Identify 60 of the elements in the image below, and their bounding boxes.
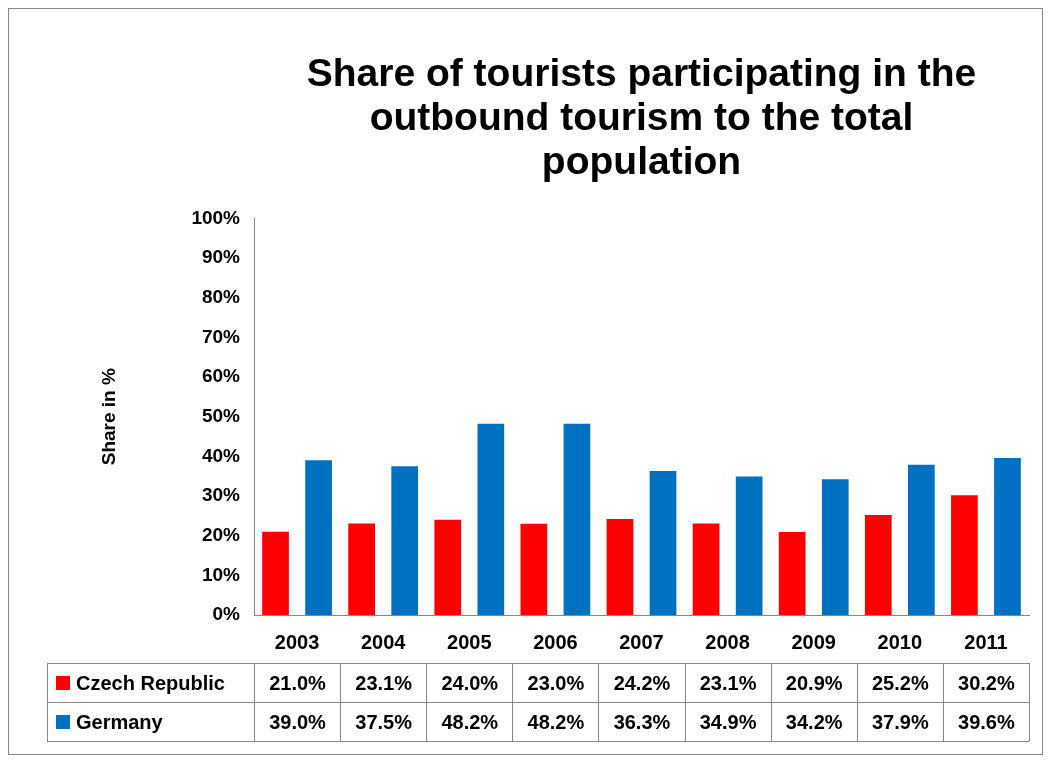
x-tick-label: 2004	[360, 630, 407, 653]
y-tick-label: 90%	[201, 246, 241, 268]
bar	[864, 515, 892, 615]
legend-label: Germany	[76, 710, 163, 734]
bar	[477, 423, 505, 615]
data-label: 20.9%	[771, 664, 858, 702]
data-label: 36.3%	[599, 703, 686, 741]
y-tick-label: 40%	[201, 444, 241, 466]
data-label: 30.2%	[943, 664, 1030, 702]
bar	[908, 464, 935, 615]
data-label: 48.2%	[427, 703, 514, 741]
y-tick-label: 10%	[201, 563, 241, 585]
x-tick-label: 2007	[619, 630, 664, 653]
y-tick-label: 100%	[191, 206, 241, 228]
y-tick-label: 20%	[201, 523, 241, 545]
x-tick-label: 2011	[964, 630, 1008, 653]
x-tick-label: 2005	[447, 630, 492, 653]
y-tick-label: 60%	[201, 365, 241, 387]
y-tick-label: 30%	[201, 484, 241, 506]
data-label: 21.0%	[255, 664, 342, 702]
data-label: 23.1%	[685, 664, 772, 702]
data-label: 39.0%	[255, 703, 342, 741]
y-tick-label: 0%	[212, 603, 241, 625]
x-tick-label: 2003	[274, 630, 320, 653]
x-tick-label: 2010	[877, 630, 923, 653]
x-tick-label: 2006	[533, 630, 578, 653]
data-label: 23.1%	[341, 664, 428, 702]
data-label: 37.5%	[341, 703, 428, 741]
chart-title: Share of tourists participating in the outbound tourism to the total population	[305, 50, 978, 184]
data-label: 25.2%	[857, 664, 944, 702]
data-label: 23.0%	[513, 664, 600, 702]
x-tick-label: 2008	[705, 630, 750, 653]
bar	[262, 531, 289, 615]
bar	[951, 495, 978, 615]
y-axis-title: Share in %	[97, 368, 119, 466]
x-tick-label: 2009	[791, 630, 836, 653]
bar	[778, 532, 806, 615]
bar	[305, 460, 332, 615]
data-label: 34.2%	[771, 703, 858, 741]
bar	[434, 519, 462, 615]
data-label: 24.0%	[427, 664, 514, 702]
bar	[649, 471, 677, 615]
data-label: 34.9%	[685, 703, 772, 741]
y-tick-label: 80%	[201, 285, 241, 307]
bar	[520, 523, 548, 615]
data-label: 48.2%	[513, 703, 600, 741]
bar	[606, 519, 634, 615]
bar	[692, 523, 720, 615]
y-tick-label: 70%	[201, 325, 241, 347]
bar	[821, 479, 849, 615]
bar	[391, 466, 419, 615]
data-label: 39.6%	[943, 703, 1030, 741]
y-tick-label: 50%	[201, 404, 241, 426]
data-label: 24.2%	[599, 664, 686, 702]
bar	[994, 457, 1021, 615]
bar	[563, 423, 591, 615]
legend-label: Czech Republic	[76, 671, 225, 695]
data-label: 37.9%	[857, 703, 944, 741]
bar	[735, 476, 763, 615]
bar	[348, 523, 375, 615]
